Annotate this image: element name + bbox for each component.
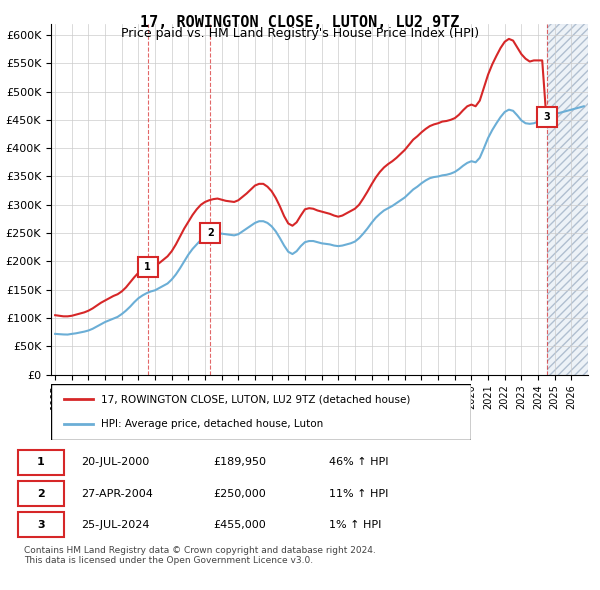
Text: £455,000: £455,000 <box>214 520 266 530</box>
Text: £250,000: £250,000 <box>214 489 266 499</box>
FancyBboxPatch shape <box>18 481 64 506</box>
Text: 25-JUL-2024: 25-JUL-2024 <box>81 520 149 530</box>
Text: Price paid vs. HM Land Registry's House Price Index (HPI): Price paid vs. HM Land Registry's House … <box>121 27 479 40</box>
FancyBboxPatch shape <box>51 384 471 440</box>
Text: 1% ↑ HPI: 1% ↑ HPI <box>329 520 381 530</box>
Text: 1: 1 <box>37 457 44 467</box>
Text: 17, ROWINGTON CLOSE, LUTON, LU2 9TZ: 17, ROWINGTON CLOSE, LUTON, LU2 9TZ <box>140 15 460 30</box>
Bar <box>547 24 588 375</box>
Text: 27-APR-2004: 27-APR-2004 <box>81 489 153 499</box>
Text: 2: 2 <box>207 228 214 238</box>
Text: 3: 3 <box>544 112 551 122</box>
FancyBboxPatch shape <box>18 450 64 475</box>
Text: 1: 1 <box>144 262 151 272</box>
Text: 20-JUL-2000: 20-JUL-2000 <box>81 457 149 467</box>
FancyBboxPatch shape <box>18 513 64 537</box>
Text: 11% ↑ HPI: 11% ↑ HPI <box>329 489 388 499</box>
Text: HPI: Average price, detached house, Luton: HPI: Average price, detached house, Luto… <box>101 419 323 429</box>
Text: Contains HM Land Registry data © Crown copyright and database right 2024.
This d: Contains HM Land Registry data © Crown c… <box>24 546 376 565</box>
Text: 17, ROWINGTON CLOSE, LUTON, LU2 9TZ (detached house): 17, ROWINGTON CLOSE, LUTON, LU2 9TZ (det… <box>101 394 411 404</box>
Text: £189,950: £189,950 <box>214 457 266 467</box>
Text: 2: 2 <box>37 489 44 499</box>
Text: 46% ↑ HPI: 46% ↑ HPI <box>329 457 388 467</box>
Bar <box>547 24 588 375</box>
Text: 3: 3 <box>37 520 44 530</box>
